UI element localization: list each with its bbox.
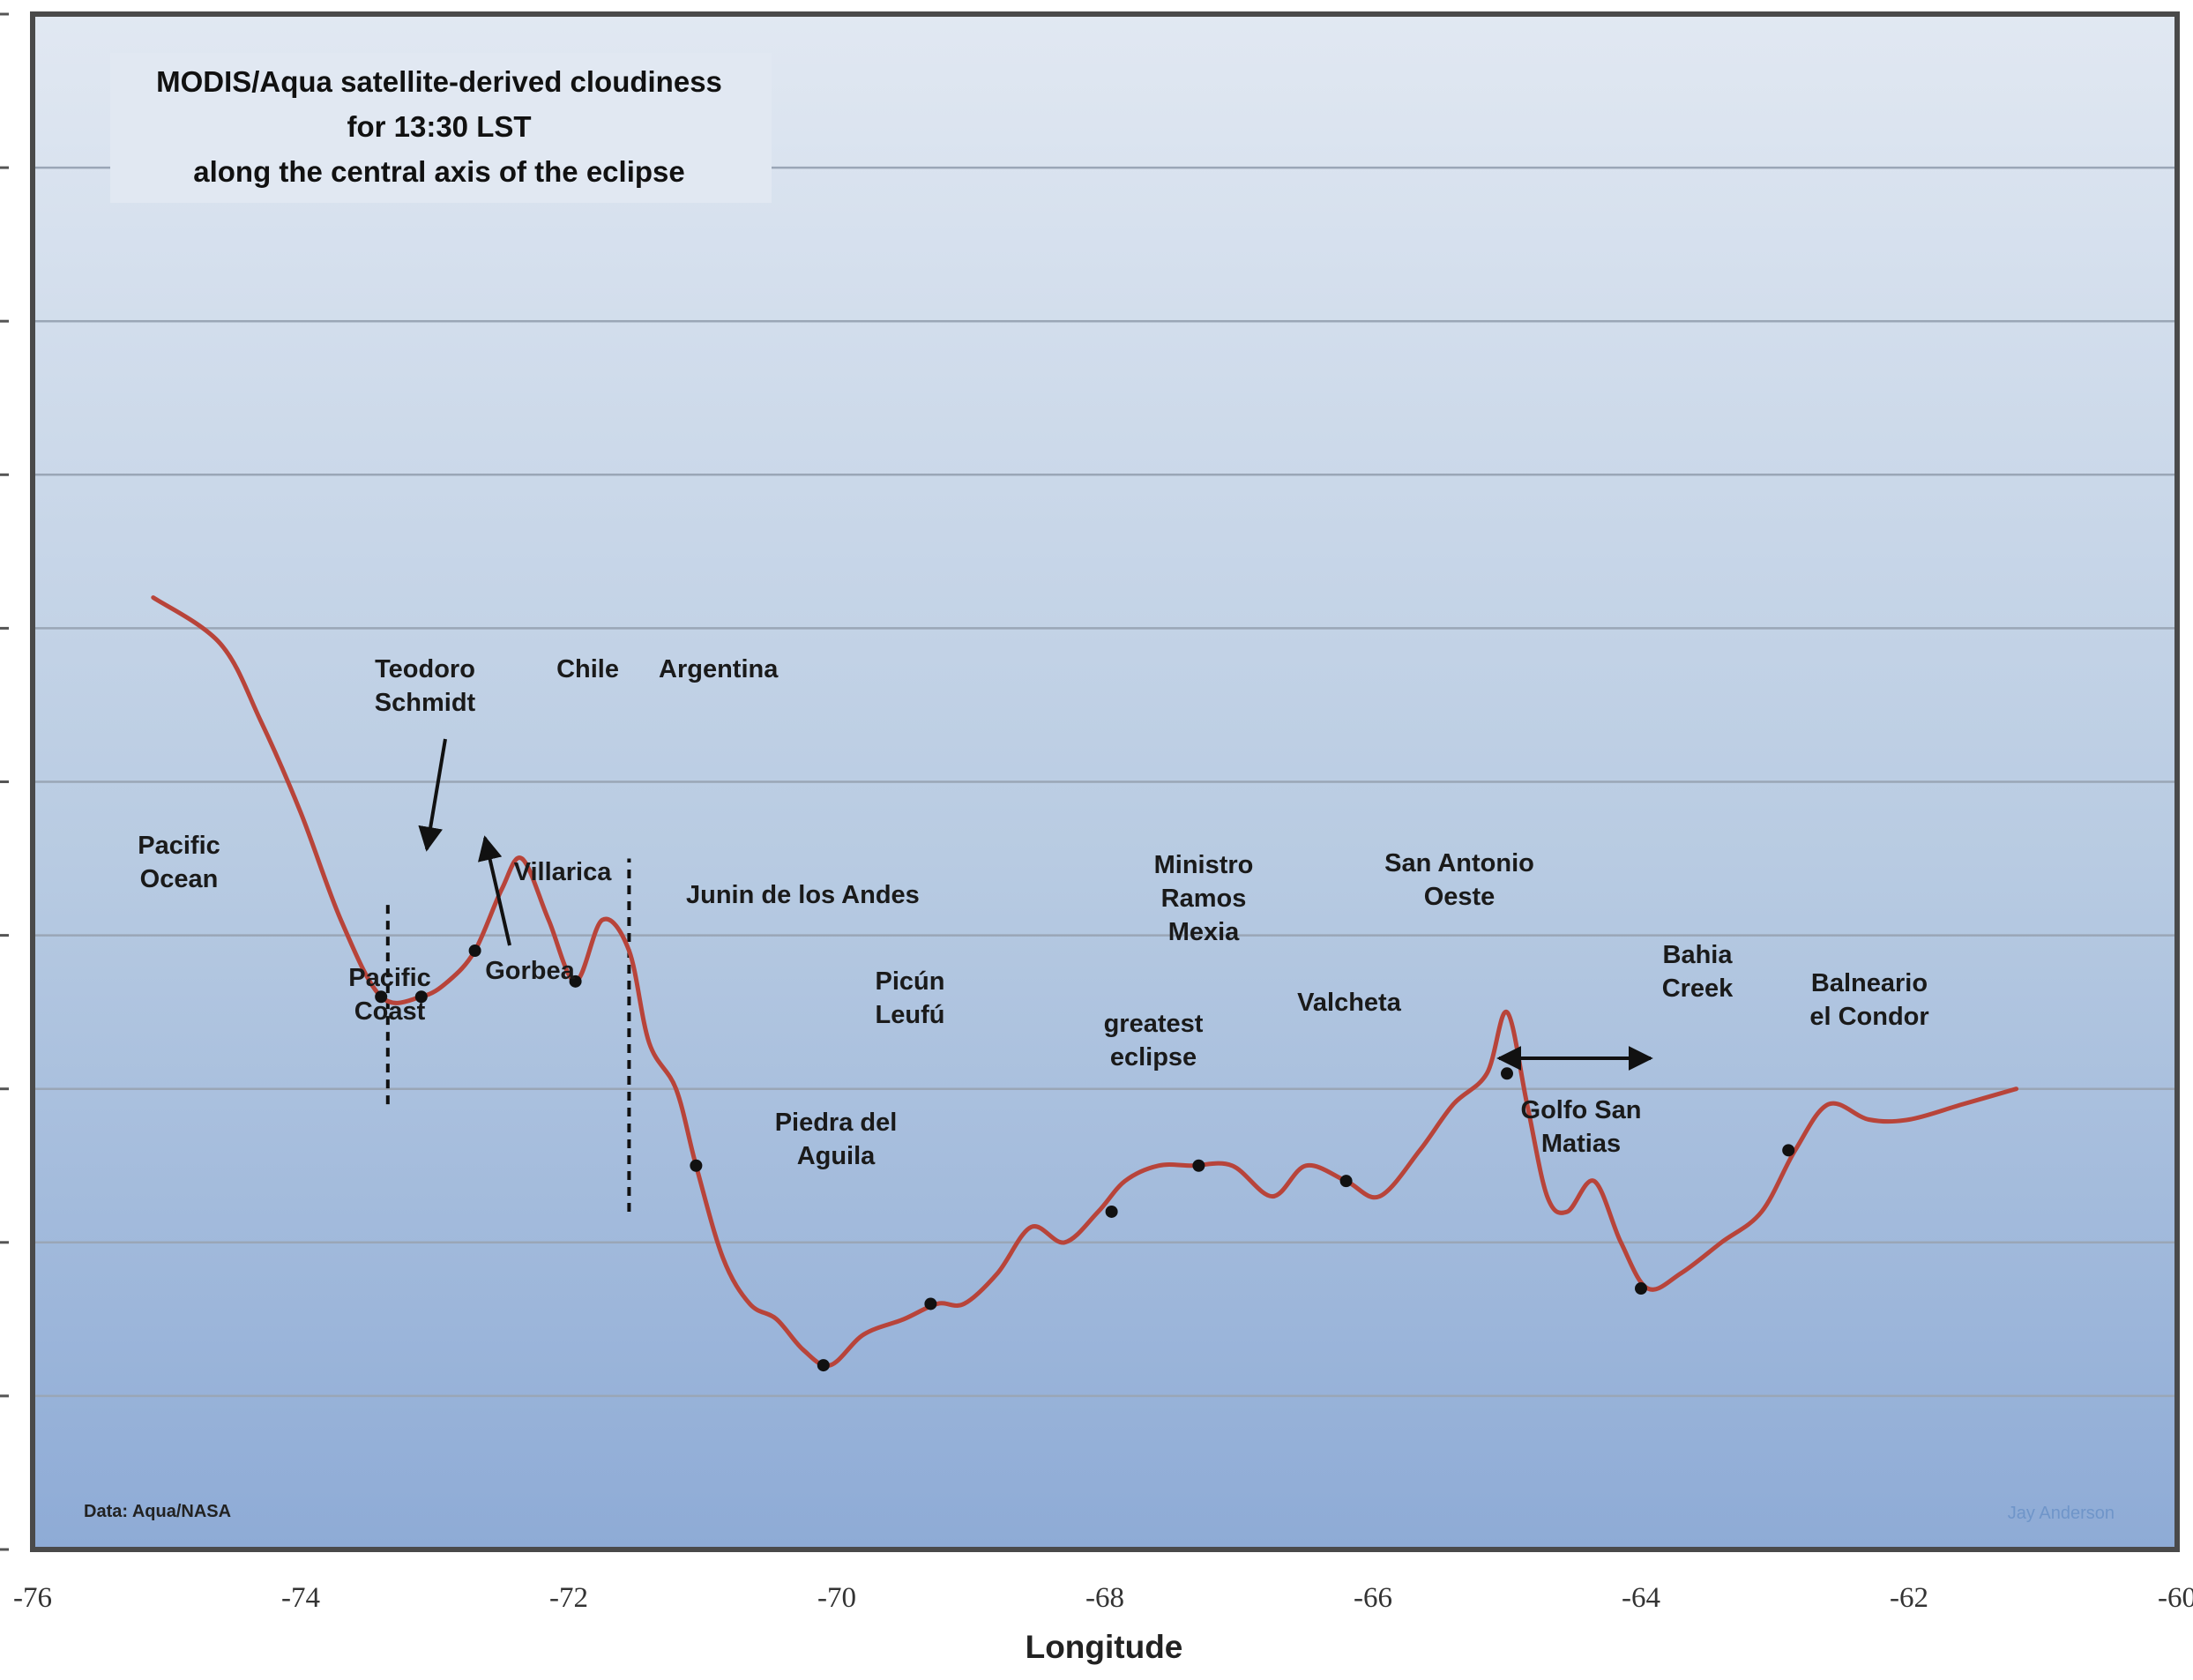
- gorbea-arrow: [477, 835, 511, 946]
- title-backdrop: [110, 53, 772, 203]
- location-point: [1501, 1067, 1513, 1080]
- location-point: [1635, 1282, 1647, 1295]
- label-gorbea: Gorbea: [485, 957, 575, 985]
- label-pacific-ocean-1: Pacific: [138, 832, 220, 860]
- location-markers: [375, 945, 1795, 1372]
- location-point: [375, 990, 388, 1004]
- location-point: [924, 1297, 937, 1310]
- label-balneario-el-condor-1: Balneario: [1811, 969, 1928, 997]
- label-pacific-coast-1: Pacific: [348, 964, 431, 992]
- location-point: [468, 945, 481, 958]
- reference-lines: [385, 858, 631, 1212]
- label-ministro-ramos-mexia-1: Ministro: [1154, 851, 1254, 879]
- label-greatest-eclipse-2: eclipse: [1110, 1043, 1197, 1071]
- location-point: [817, 1359, 830, 1372]
- x-tick-label: -60: [2158, 1582, 2193, 1614]
- location-point: [1192, 1159, 1205, 1172]
- label-golfo-san-matias-1: Golfo San: [1521, 1096, 1642, 1124]
- label-villarica: Villarica: [514, 858, 613, 886]
- x-tick-label: -68: [1085, 1582, 1124, 1614]
- label-valcheta: Valcheta: [1297, 989, 1402, 1017]
- chart-title-line-1: MODIS/Aqua satellite-derived cloudiness: [156, 65, 722, 98]
- x-axis-tick-labels: -76 -74 -72 -70 -68 -66 -64 -62 -60: [13, 1582, 2193, 1614]
- label-teodoro-schmidt-2: Schmidt: [375, 689, 476, 717]
- label-bahia-creek-2: Creek: [1662, 974, 1734, 1003]
- x-tick-label: -66: [1354, 1582, 1392, 1614]
- x-tick-label: -64: [1622, 1582, 1660, 1614]
- label-picun-leufu-2: Leufú: [876, 1001, 945, 1029]
- location-point: [414, 990, 428, 1004]
- location-point: [1782, 1144, 1795, 1157]
- label-piedra-del-aguila-2: Aguila: [797, 1142, 876, 1170]
- label-pacific-ocean-2: Ocean: [140, 865, 219, 893]
- label-san-antonio-oeste-2: Oeste: [1424, 883, 1496, 911]
- data-source-note: Data: Aqua/NASA: [84, 1502, 231, 1521]
- chart-title-line-3: along the central axis of the eclipse: [193, 155, 685, 188]
- label-picun-leufu-1: Picún: [876, 967, 945, 996]
- label-teodoro-schmidt-1: Teodoro: [375, 655, 475, 683]
- label-bahia-creek-1: Bahia: [1663, 941, 1734, 969]
- label-balneario-el-condor-2: el Condor: [1809, 1003, 1928, 1031]
- x-tick-label: -72: [549, 1582, 588, 1614]
- label-ministro-ramos-mexia-3: Mexia: [1168, 918, 1240, 946]
- x-tick-label: -62: [1890, 1582, 1928, 1614]
- chart-title-line-2: for 13:30 LST: [347, 110, 531, 143]
- label-greatest-eclipse-1: greatest: [1104, 1010, 1204, 1038]
- y-axis-ticks: [0, 12, 9, 1551]
- x-tick-label: -70: [817, 1582, 856, 1614]
- author-credit: Jay Anderson: [2008, 1504, 2115, 1523]
- location-point: [690, 1159, 703, 1172]
- label-ministro-ramos-mexia-2: Ramos: [1161, 885, 1247, 913]
- location-point: [1105, 1205, 1118, 1218]
- x-tick-label: -76: [13, 1582, 52, 1614]
- x-tick-label: -74: [281, 1582, 320, 1614]
- label-chile: Chile: [556, 655, 619, 683]
- location-point: [569, 974, 582, 988]
- label-san-antonio-oeste-1: San Antonio: [1384, 849, 1534, 877]
- teodoro-schmidt-arrow: [418, 738, 447, 852]
- x-axis-label: Longitude: [1026, 1629, 1183, 1665]
- label-junin-de-los-andes: Junin de los Andes: [686, 881, 920, 909]
- label-pacific-coast-2: Coast: [354, 997, 426, 1026]
- label-piedra-del-aguila-1: Piedra del: [775, 1109, 898, 1137]
- location-point: [1339, 1175, 1353, 1188]
- label-argentina: Argentina: [659, 655, 779, 683]
- label-golfo-san-matias-2: Matias: [1541, 1130, 1621, 1158]
